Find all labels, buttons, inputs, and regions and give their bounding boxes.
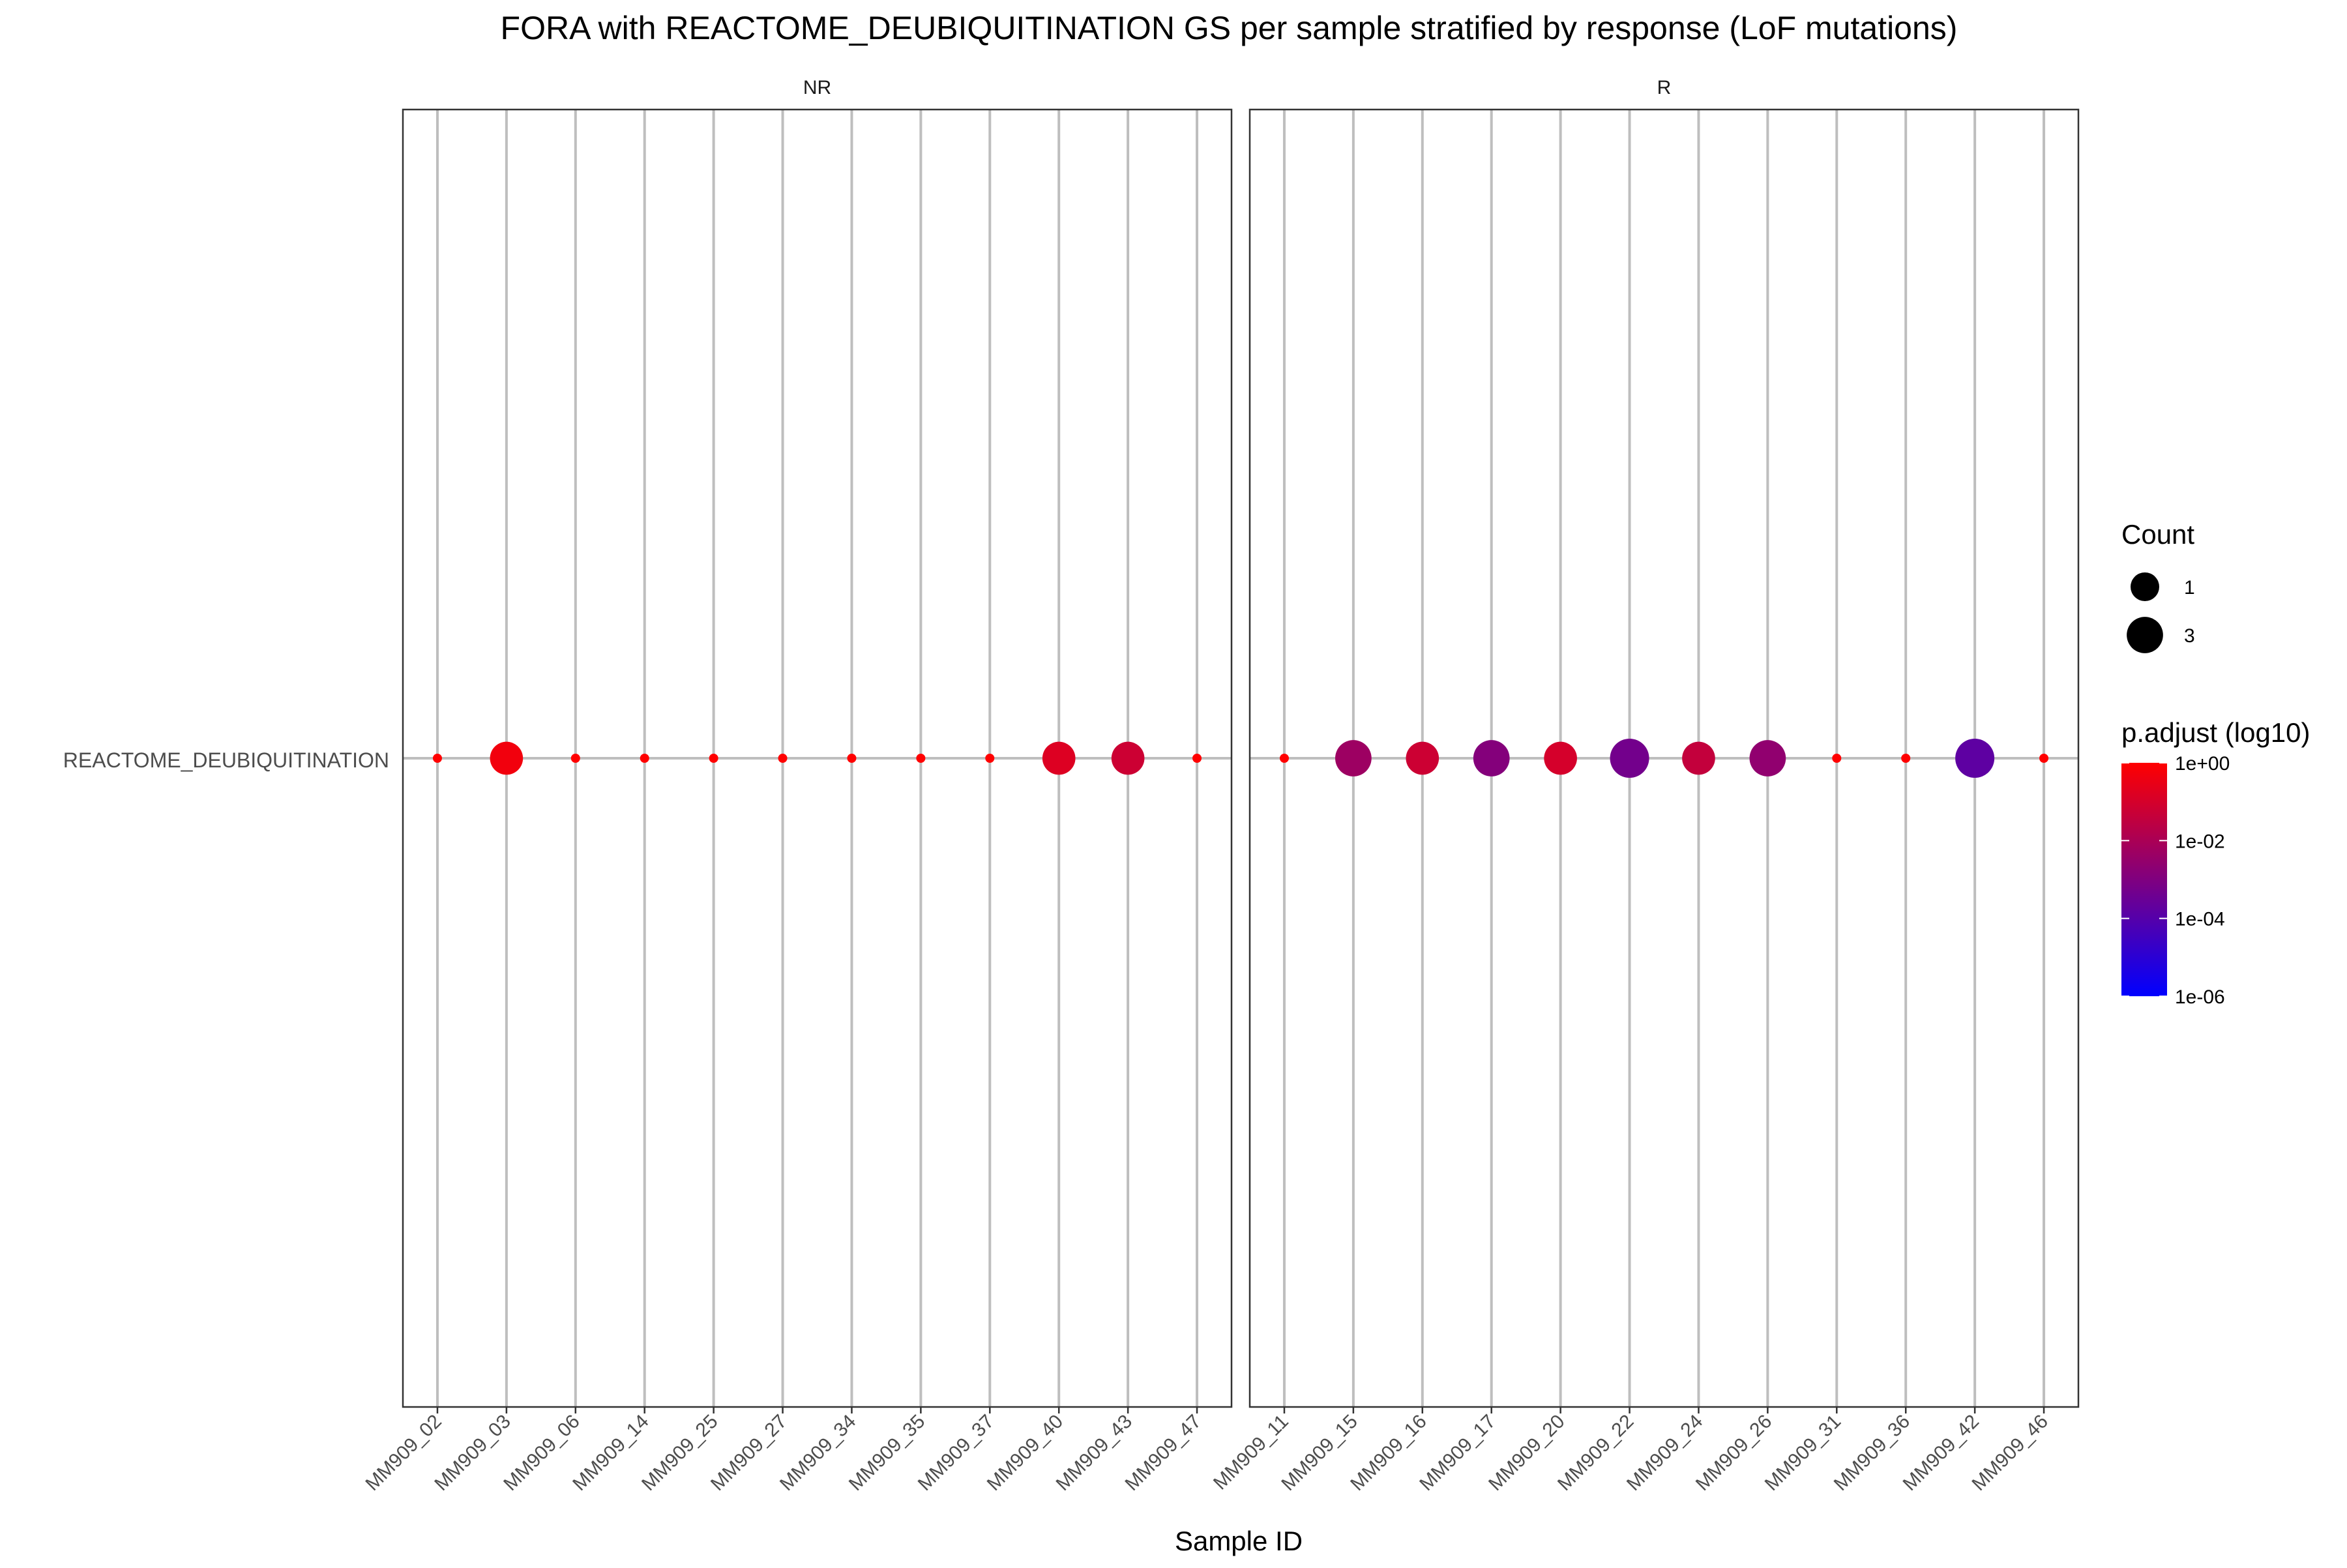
data-point [640,754,649,763]
data-point [1832,754,1842,763]
data-point [570,754,580,763]
panel-border [402,108,1233,1408]
data-point [1544,741,1577,775]
x-axis-title: Sample ID [1175,1526,1303,1556]
data-point [1955,739,1995,778]
data-point [1610,739,1649,778]
color-legend-label: 1e-04 [2175,909,2225,930]
size-legend-label: 3 [2184,625,2195,647]
size-legend-key [2131,572,2159,601]
y-tick-label: REACTOME_DEUBIQUITINATION [63,748,389,772]
data-point [916,754,926,763]
data-point [490,741,524,775]
data-point [1042,741,1076,775]
size-legend-title: Count [2121,519,2194,550]
data-point [709,754,718,763]
legend-layer: Count 1 3 p.adjust (log10) 1e+00 1e-02 1e-04 1e… [2121,519,2310,1008]
data-point [847,754,857,763]
data-point [1749,740,1786,777]
color-legend-label: 1e-02 [2175,831,2225,852]
data-point [1111,741,1145,775]
data-point [1901,754,1911,763]
color-legend-bar [2121,763,2167,996]
data-point [432,754,442,763]
data-point [2039,754,2049,763]
size-legend-label: 1 [2184,577,2195,599]
panel-border [1248,108,2080,1408]
data-point [1279,754,1289,763]
data-point [1682,741,1715,775]
data-point [1406,741,1439,775]
color-legend-label: 1e+00 [2175,753,2230,775]
data-point [778,754,788,763]
data-point [985,754,995,763]
size-legend-key [2127,617,2163,653]
facet-strip-label: NR [803,77,831,98]
data-point [1192,754,1202,763]
data-point [1473,740,1510,777]
chart-title: FORA with REACTOME_DEUBIQUITINATION GS p… [501,10,1958,46]
data-point [1335,740,1372,777]
color-legend-label: 1e-06 [2175,986,2225,1008]
facet-strip-label: R [1657,77,1672,98]
color-legend-title: p.adjust (log10) [2121,717,2310,748]
